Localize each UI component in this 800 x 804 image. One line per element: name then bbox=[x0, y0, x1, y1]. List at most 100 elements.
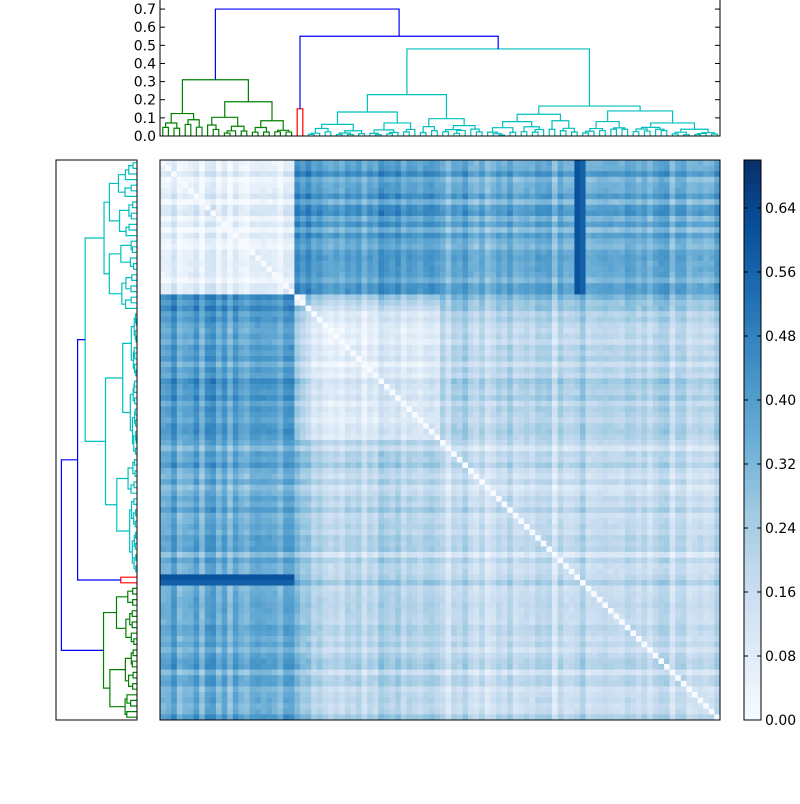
heatmap-cell bbox=[558, 283, 564, 289]
heatmap-cell bbox=[384, 238, 390, 244]
heatmap-cell bbox=[188, 177, 194, 183]
heatmap-cell bbox=[339, 177, 345, 183]
heatmap-cell bbox=[446, 166, 452, 172]
heatmap-cell bbox=[681, 210, 687, 216]
heatmap-cell bbox=[188, 160, 194, 166]
heatmap-cell bbox=[692, 311, 698, 317]
heatmap-cell bbox=[440, 250, 446, 256]
heatmap-cell bbox=[658, 278, 664, 284]
heatmap-cell bbox=[322, 216, 328, 222]
heatmap-cell bbox=[222, 199, 228, 205]
heatmap-cell bbox=[462, 233, 468, 239]
heatmap-cell bbox=[390, 401, 396, 407]
heatmap-cell bbox=[294, 210, 300, 216]
heatmap-cell bbox=[171, 339, 177, 345]
heatmap-cell bbox=[462, 300, 468, 306]
heatmap-cell bbox=[642, 384, 648, 390]
heatmap-cell bbox=[306, 250, 312, 256]
heatmap-cell bbox=[591, 272, 597, 278]
heatmap-cell bbox=[266, 289, 272, 295]
heatmap-cell bbox=[647, 272, 653, 278]
heatmap-cell bbox=[507, 378, 513, 384]
heatmap-cell bbox=[283, 412, 289, 418]
heatmap-cell bbox=[160, 177, 166, 183]
heatmap-cell bbox=[171, 294, 177, 300]
heatmap-cell bbox=[698, 406, 704, 412]
heatmap-cell bbox=[658, 182, 664, 188]
heatmap-cell bbox=[289, 311, 295, 317]
heatmap-cell bbox=[199, 356, 205, 362]
heatmap-cell bbox=[552, 255, 558, 261]
heatmap-cell bbox=[356, 171, 362, 177]
heatmap-cell bbox=[378, 177, 384, 183]
heatmap-cell bbox=[541, 210, 547, 216]
heatmap-cell bbox=[222, 423, 228, 429]
heatmap-cell bbox=[334, 390, 340, 396]
heatmap-cell bbox=[518, 373, 524, 379]
heatmap-cell bbox=[418, 423, 424, 429]
heatmap-cell bbox=[468, 177, 474, 183]
heatmap-cell bbox=[250, 345, 256, 351]
heatmap-cell bbox=[647, 233, 653, 239]
heatmap-cell bbox=[205, 418, 211, 424]
heatmap-cell bbox=[535, 322, 541, 328]
heatmap-cell bbox=[289, 177, 295, 183]
heatmap-cell bbox=[619, 401, 625, 407]
heatmap-cell bbox=[350, 339, 356, 345]
heatmap-cell bbox=[485, 233, 491, 239]
heatmap-cell bbox=[356, 362, 362, 368]
heatmap-cell bbox=[614, 345, 620, 351]
heatmap-cell bbox=[647, 166, 653, 172]
heatmap-cell bbox=[227, 367, 233, 373]
heatmap-cell bbox=[692, 210, 698, 216]
heatmap-cell bbox=[614, 238, 620, 244]
heatmap-cell bbox=[675, 261, 681, 267]
heatmap-cell bbox=[664, 367, 670, 373]
heatmap-cell bbox=[294, 294, 300, 300]
heatmap-cell bbox=[524, 300, 530, 306]
heatmap-cell bbox=[535, 250, 541, 256]
heatmap-cell bbox=[457, 384, 463, 390]
heatmap-cell bbox=[205, 317, 211, 323]
heatmap-cell bbox=[434, 160, 440, 166]
heatmap-cell bbox=[580, 238, 586, 244]
heatmap-cell bbox=[350, 194, 356, 200]
heatmap-cell bbox=[261, 412, 267, 418]
heatmap-cell bbox=[714, 261, 720, 267]
heatmap-cell bbox=[401, 339, 407, 345]
heatmap-cell bbox=[227, 384, 233, 390]
heatmap-cell bbox=[384, 227, 390, 233]
heatmap-cell bbox=[350, 334, 356, 340]
heatmap-cell bbox=[250, 418, 256, 424]
heatmap-cell bbox=[451, 283, 457, 289]
heatmap-cell bbox=[457, 317, 463, 323]
heatmap-cell bbox=[552, 317, 558, 323]
heatmap-cell bbox=[345, 266, 351, 272]
heatmap-cell bbox=[714, 289, 720, 295]
heatmap-cell bbox=[356, 199, 362, 205]
heatmap-cell bbox=[698, 317, 704, 323]
heatmap-cell bbox=[670, 328, 676, 334]
heatmap-cell bbox=[625, 406, 631, 412]
heatmap-cell bbox=[530, 384, 536, 390]
heatmap-cell bbox=[205, 322, 211, 328]
y-tick-label: 0.0 bbox=[134, 129, 156, 145]
heatmap-cell bbox=[322, 188, 328, 194]
dendrogram-link bbox=[132, 247, 137, 253]
heatmap-cell bbox=[698, 283, 704, 289]
heatmap-cell bbox=[227, 362, 233, 368]
heatmap-cell bbox=[322, 289, 328, 295]
heatmap-cell bbox=[328, 194, 334, 200]
heatmap-cell bbox=[670, 356, 676, 362]
heatmap-cell bbox=[586, 216, 592, 222]
heatmap-cell bbox=[474, 166, 480, 172]
heatmap-cell bbox=[485, 339, 491, 345]
heatmap-cell bbox=[199, 166, 205, 172]
heatmap-cell bbox=[462, 199, 468, 205]
heatmap-cell bbox=[283, 345, 289, 351]
heatmap-cell bbox=[373, 272, 379, 278]
heatmap-cell bbox=[289, 395, 295, 401]
heatmap-cell bbox=[160, 182, 166, 188]
heatmap-cell bbox=[535, 367, 541, 373]
heatmap-cell bbox=[608, 406, 614, 412]
